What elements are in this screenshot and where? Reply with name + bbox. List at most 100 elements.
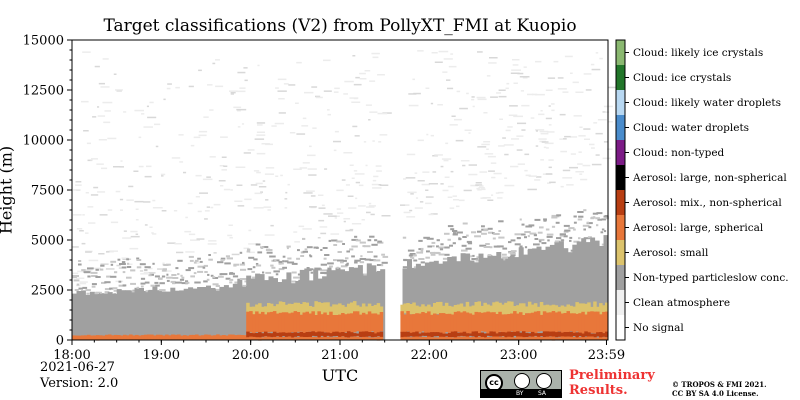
aerosol-large-spherical-cell bbox=[302, 312, 306, 334]
non-typed-particle-cell bbox=[251, 270, 255, 273]
aerosol-mix-non-spherical-cell bbox=[572, 332, 576, 337]
clean-atmosphere-cell bbox=[104, 110, 111, 112]
aerosol-large-spherical-cell bbox=[444, 313, 449, 332]
clean-atmosphere-cell bbox=[213, 252, 217, 254]
aerosol-small-cell bbox=[317, 302, 321, 314]
clean-atmosphere-cell bbox=[523, 66, 527, 68]
non-typed-particle-cell bbox=[573, 221, 577, 224]
clean-atmosphere-cell bbox=[361, 219, 365, 221]
non-typed-particle-cell bbox=[483, 246, 491, 248]
clean-atmosphere-cell bbox=[475, 182, 482, 184]
clean-atmosphere-cell bbox=[479, 171, 488, 173]
clean-atmosphere-cell bbox=[210, 206, 214, 209]
non-typed-particle-cell bbox=[127, 262, 130, 265]
non-typed-particle-cell bbox=[452, 230, 458, 232]
aerosol-large-spherical-cell bbox=[527, 337, 532, 340]
aerosol-large-spherical-cell bbox=[590, 311, 594, 333]
clean-atmosphere-cell bbox=[318, 207, 326, 209]
aerosol-large-spherical-cell bbox=[320, 314, 324, 333]
non-typed-particle-cell bbox=[306, 246, 313, 249]
aerosol-small-cell bbox=[599, 303, 603, 316]
aerosol-large-spherical-cell bbox=[492, 336, 496, 341]
clean-atmosphere-cell bbox=[113, 166, 121, 168]
aerosol-large-spherical-cell bbox=[551, 311, 556, 333]
non-typed-particle-cell bbox=[286, 247, 289, 250]
non-typed-particle-cell bbox=[583, 237, 590, 240]
non-typed-particle-cell bbox=[555, 221, 560, 224]
non-typed-particle-cell bbox=[172, 282, 176, 285]
non-typed-particle-cell bbox=[174, 290, 180, 340]
non-typed-particle-cell bbox=[181, 282, 188, 285]
clean-atmosphere-cell bbox=[309, 145, 312, 148]
aerosol-large-spherical-cell bbox=[132, 335, 136, 340]
aerosol-mix-non-spherical-cell bbox=[329, 333, 333, 337]
clean-atmosphere-cell bbox=[234, 200, 243, 202]
non-typed-particle-cell bbox=[229, 278, 234, 281]
clean-atmosphere-cell bbox=[275, 175, 279, 177]
clean-atmosphere-cell bbox=[545, 89, 553, 91]
clean-atmosphere-cell bbox=[591, 147, 595, 149]
clean-atmosphere-cell bbox=[161, 210, 167, 212]
clean-atmosphere-cell bbox=[534, 179, 541, 181]
aerosol-large-spherical-cell bbox=[314, 315, 318, 334]
aerosol-large-spherical-cell bbox=[433, 313, 437, 335]
clean-atmosphere-cell bbox=[235, 166, 246, 168]
aerosol-mix-non-spherical-cell bbox=[578, 332, 582, 337]
aerosol-small-cell bbox=[569, 305, 573, 315]
non-typed-particle-cell bbox=[159, 277, 163, 280]
non-typed-particle-cell bbox=[134, 287, 140, 340]
aerosol-large-spherical-cell bbox=[305, 311, 309, 332]
non-typed-particle-cell bbox=[300, 255, 305, 257]
aerosol-small-cell bbox=[527, 301, 532, 318]
non-typed-particle-cell bbox=[456, 261, 462, 340]
clean-atmosphere-cell bbox=[193, 136, 201, 139]
non-typed-particle-cell bbox=[429, 261, 435, 340]
non-typed-particle-cell bbox=[380, 269, 386, 340]
non-typed-particle-cell bbox=[533, 234, 537, 237]
aerosol-large-spherical-cell bbox=[361, 312, 366, 333]
aerosol-mix-non-spherical-cell bbox=[516, 331, 520, 337]
copyright-line2: CC BY SA 4.0 License. bbox=[672, 389, 759, 398]
non-typed-particle-cell bbox=[601, 228, 605, 231]
non-typed-particle-cell bbox=[582, 224, 590, 227]
aerosol-large-spherical-cell bbox=[350, 336, 354, 340]
aerosol-mix-non-spherical-cell bbox=[539, 333, 544, 337]
aerosol-large-spherical-cell bbox=[323, 312, 327, 333]
non-typed-particle-cell bbox=[509, 252, 516, 255]
non-typed-particle-cell bbox=[78, 287, 83, 290]
clean-atmosphere-cell bbox=[570, 72, 573, 74]
clean-atmosphere-cell bbox=[264, 173, 274, 175]
clean-atmosphere-cell bbox=[462, 164, 466, 167]
aerosol-large-spherical-cell bbox=[290, 337, 295, 341]
aerosol-small-cell bbox=[430, 306, 434, 318]
aerosol-large-spherical-cell bbox=[418, 337, 422, 340]
clean-atmosphere-cell bbox=[140, 273, 148, 275]
aerosol-large-spherical-cell bbox=[311, 311, 315, 335]
clean-atmosphere-cell bbox=[546, 147, 549, 149]
aerosol-mix-non-spherical-cell bbox=[430, 332, 434, 338]
non-typed-particle-cell bbox=[340, 265, 348, 268]
aerosol-small-cell bbox=[551, 304, 556, 318]
legend-swatch bbox=[616, 240, 625, 265]
clean-atmosphere-cell bbox=[524, 169, 528, 172]
aerosol-large-spherical-cell bbox=[495, 336, 499, 340]
non-typed-particle-cell bbox=[416, 251, 424, 254]
non-typed-particle-cell bbox=[346, 262, 349, 265]
non-typed-particle-cell bbox=[112, 293, 118, 340]
clean-atmosphere-cell bbox=[236, 90, 246, 93]
non-typed-particle-cell bbox=[76, 291, 82, 340]
non-typed-particle-cell bbox=[181, 276, 185, 279]
clean-atmosphere-cell bbox=[195, 196, 200, 198]
clean-atmosphere-cell bbox=[102, 58, 109, 60]
clean-atmosphere-cell bbox=[345, 229, 353, 232]
aerosol-large-spherical-cell bbox=[584, 314, 588, 333]
clean-atmosphere-cell bbox=[82, 51, 91, 53]
non-typed-particle-cell bbox=[487, 227, 493, 230]
aerosol-large-spherical-cell bbox=[507, 314, 511, 335]
non-typed-particle-cell bbox=[248, 256, 255, 259]
aerosol-large-spherical-cell bbox=[403, 336, 407, 341]
aerosol-large-spherical-cell bbox=[198, 335, 202, 340]
aerosol-large-spherical-cell bbox=[341, 336, 345, 341]
clean-atmosphere-cell bbox=[372, 179, 377, 182]
preliminary-line2: Results. bbox=[569, 383, 628, 398]
